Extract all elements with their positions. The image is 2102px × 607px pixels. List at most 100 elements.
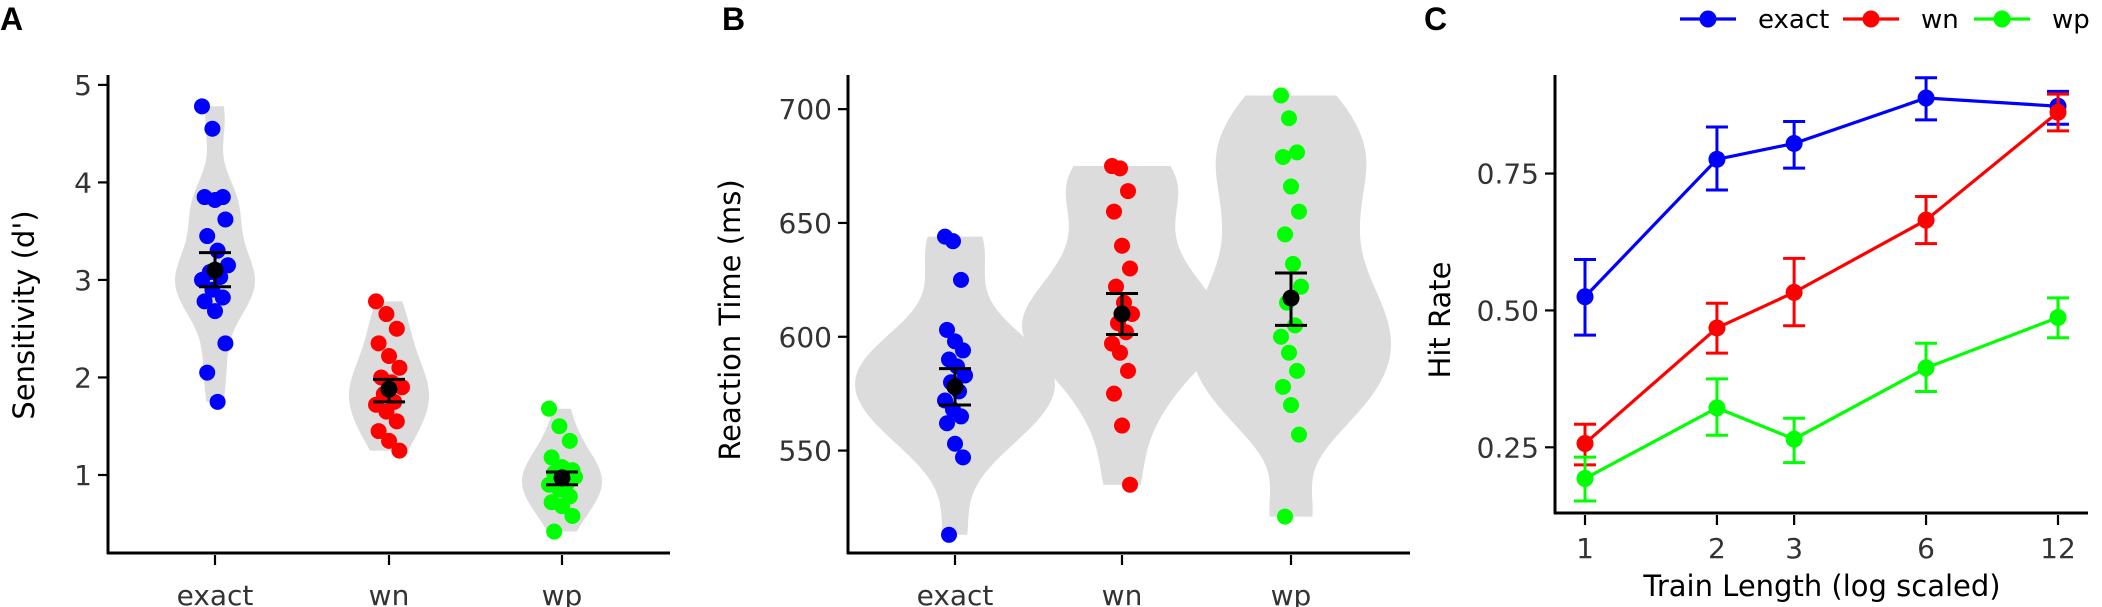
point-wn [370, 335, 387, 352]
point-exact [955, 342, 971, 359]
point-exact [941, 526, 957, 543]
point-wp [1291, 203, 1307, 220]
point-exact [199, 364, 216, 381]
point-wp [543, 449, 560, 466]
point-exact [217, 335, 234, 352]
x-tick-label: wp [1271, 579, 1312, 607]
point-wn [391, 442, 408, 459]
point-wp [1277, 226, 1293, 243]
point-exact [194, 98, 210, 115]
point-wn [381, 432, 397, 449]
point-wn [368, 293, 384, 310]
point-wn [370, 423, 387, 440]
panel-label-a: A [0, 1, 23, 37]
point-wp [1576, 470, 1594, 488]
x-ticks-b: exact wn wp [917, 555, 1312, 607]
point-wp [1289, 362, 1305, 379]
legend-marker-wn [1862, 10, 1880, 28]
point-exact [214, 289, 231, 306]
point-wp [541, 400, 557, 417]
y-axis-title-b: Reaction Time (ms) [713, 179, 747, 460]
y-tick-label: 4 [74, 166, 92, 199]
panel-b-reaction-time: B 550 600 650 700 exact wn wp Reaction Time (… [713, 1, 1410, 607]
x-tick-label: wp [542, 579, 583, 607]
y-tick-label: 700 [779, 93, 832, 126]
legend-label-exact: exact [1758, 5, 1829, 35]
mean-wn [1113, 305, 1131, 323]
point-wp [1293, 278, 1309, 295]
y-tick-label: 0.25 [1477, 431, 1539, 464]
legend-label-wp: wp [2052, 5, 2090, 35]
y-tick-label: 0.50 [1477, 294, 1539, 327]
point-wp [1277, 508, 1293, 525]
point-wn [2049, 103, 2067, 121]
point-wp [1283, 178, 1299, 195]
y-tick-label: 2 [74, 361, 92, 394]
x-tick-label: 1 [1576, 532, 1594, 565]
point-wn [1917, 211, 1935, 229]
point-wp [1275, 378, 1291, 395]
x-tick-label: exact [917, 579, 994, 607]
y-ticks-a: 1 2 3 4 5 [74, 69, 108, 492]
point-wp [554, 498, 570, 515]
point-wn [378, 403, 395, 420]
point-exact [196, 293, 213, 310]
point-wn [1114, 417, 1130, 434]
point-wp [561, 432, 578, 449]
point-wp [1285, 255, 1301, 272]
point-wn [381, 347, 397, 364]
point-exact [209, 393, 226, 410]
point-exact [207, 303, 223, 320]
point-wp [1289, 144, 1305, 161]
y-tick-label: 5 [74, 69, 92, 102]
y-tick-label: 3 [74, 264, 92, 297]
point-exact [1576, 288, 1594, 306]
legend-c: exact wn wp [1680, 5, 2090, 35]
point-wn [1122, 260, 1138, 277]
x-tick-label: 3 [1785, 532, 1803, 565]
mean-exact [946, 378, 964, 396]
point-wp [1708, 399, 1726, 417]
mean-wp [553, 469, 571, 487]
mean-exact [206, 261, 224, 279]
point-wp [564, 507, 581, 524]
point-exact [939, 415, 955, 432]
point-exact [1785, 134, 1803, 152]
point-wn [1576, 434, 1594, 452]
point-exact [209, 242, 226, 259]
point-wn [1106, 203, 1122, 220]
point-wp [1273, 87, 1289, 104]
panel-a-sensitivity: A 1 2 3 4 5 exact wn wp Sensitivity (d') [0, 1, 670, 607]
means-a [199, 251, 578, 487]
point-wn [1122, 476, 1138, 493]
point-wn [378, 306, 395, 323]
y-tick-label: 1 [74, 459, 92, 492]
point-wn [388, 413, 405, 430]
x-axis-title-c: Train Length (log scaled) [1642, 569, 2000, 603]
point-exact [945, 233, 961, 250]
point-exact [217, 211, 234, 228]
point-wn [394, 379, 410, 396]
point-exact [955, 449, 971, 466]
point-wn [1112, 160, 1128, 177]
panel-label-b: B [722, 1, 745, 37]
point-wp [1917, 359, 1935, 377]
point-wn [1114, 237, 1130, 254]
point-wp [1785, 430, 1803, 448]
point-wp [1291, 426, 1307, 443]
mean-wp [1282, 289, 1300, 307]
legend-label-wn: wn [1921, 5, 1959, 35]
point-exact [1708, 150, 1726, 168]
x-ticks-a: exact wn wp [177, 555, 583, 607]
y-ticks-b: 550 600 650 700 [779, 93, 848, 468]
point-exact [947, 435, 963, 452]
point-wp [1281, 344, 1297, 361]
y-axis-title-a: Sensitivity (d') [7, 210, 41, 419]
point-exact [953, 271, 969, 288]
point-wn [1118, 324, 1134, 341]
point-exact [1917, 89, 1935, 107]
point-exact [204, 120, 221, 137]
panel-label-c: C [1424, 1, 1447, 37]
legend-marker-wp [1993, 10, 2011, 28]
